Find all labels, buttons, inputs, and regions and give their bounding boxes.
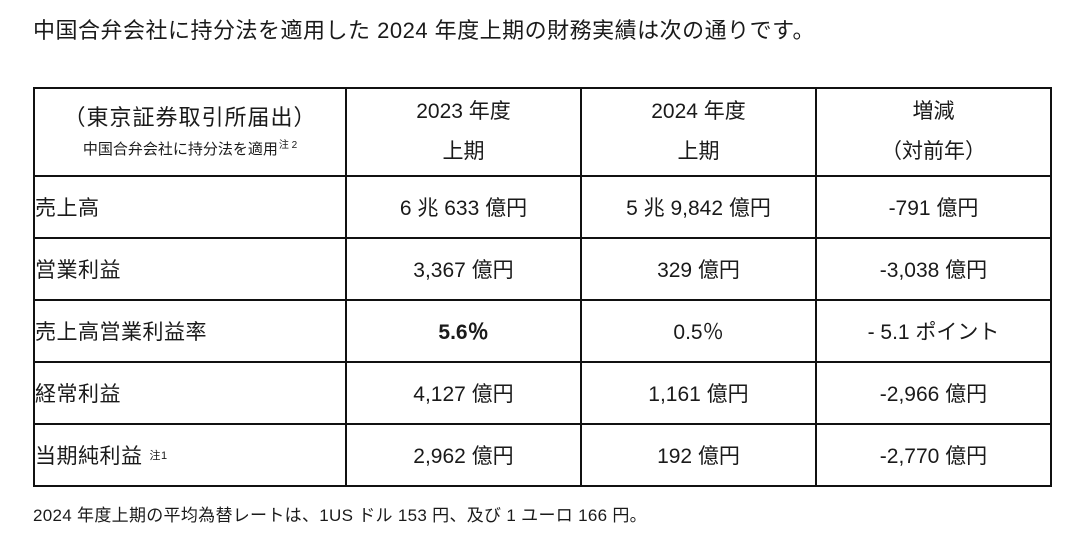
- header-method-text: 中国合弁会社に持分法を適用: [82, 141, 278, 158]
- table-row-ordinary-profit: 経常利益 4,127 億円 1,161 億円 -2,966 億円: [33, 361, 1052, 425]
- fy2024-value: 329 億円: [580, 237, 817, 301]
- header-fy2023-line1: 2023 年度: [416, 100, 511, 123]
- row-label-text: 当期純利益: [35, 445, 143, 468]
- header-change-line1: 増減: [912, 100, 955, 123]
- fy2024-value: 192 億円: [580, 423, 817, 487]
- row-label: 営業利益: [33, 237, 347, 301]
- row-footnote-ref: 注1: [149, 450, 168, 462]
- change-value: -2,966 億円: [815, 361, 1052, 425]
- header-change-cell: 増減 （対前年）: [815, 87, 1052, 177]
- fy2023-value: 3,367 億円: [345, 237, 582, 301]
- row-label-text: 経常利益: [35, 383, 121, 406]
- header-fy2024-line2: 上期: [677, 140, 720, 163]
- header-fy2024-cell: 2024 年度 上期: [580, 87, 817, 177]
- row-label: 売上高営業利益率: [33, 299, 347, 363]
- exchange-rate-footnote: 2024 年度上期の平均為替レートは、1US ドル 153 円、及び 1 ユーロ…: [33, 506, 647, 525]
- header-fy2023-line2: 上期: [442, 140, 485, 163]
- header-fy2024-line1: 2024 年度: [651, 100, 746, 123]
- table-row-operating-margin: 売上高営業利益率 5.6％ 0.5％ - 5.1 ポイント: [33, 299, 1052, 363]
- row-label: 売上高: [33, 175, 347, 239]
- table-row-operating-profit: 営業利益 3,367 億円 329 億円 -3,038 億円: [33, 237, 1052, 301]
- change-value: - 5.1 ポイント: [815, 299, 1052, 363]
- change-value: -791 億円: [815, 175, 1052, 239]
- change-value: -2,770 億円: [815, 423, 1052, 487]
- fy2024-value: 1,161 億円: [580, 361, 817, 425]
- header-entity-cell: （東京証券取引所届出） 中国合弁会社に持分法を適用注 2: [33, 87, 347, 177]
- table-header-row: （東京証券取引所届出） 中国合弁会社に持分法を適用注 2 2023 年度 上期 …: [33, 87, 1052, 177]
- row-label-text: 売上高: [35, 197, 100, 220]
- header-registration-label: （東京証券取引所届出）: [63, 105, 317, 130]
- change-value: -3,038 億円: [815, 237, 1052, 301]
- row-label: 経常利益: [33, 361, 347, 425]
- header-fy2023-cell: 2023 年度 上期: [345, 87, 582, 177]
- fy2024-value: 0.5％: [580, 299, 817, 363]
- table-row-net-sales: 売上高 6 兆 633 億円 5 兆 9,842 億円 -791 億円: [33, 175, 1052, 239]
- financial-results-table: （東京証券取引所届出） 中国合弁会社に持分法を適用注 2 2023 年度 上期 …: [33, 87, 1052, 487]
- row-label-text: 売上高営業利益率: [35, 321, 207, 344]
- fy2023-value: 5.6％: [345, 299, 582, 363]
- fy2023-value: 6 兆 633 億円: [345, 175, 582, 239]
- header-method-label: 中国合弁会社に持分法を適用注 2: [35, 134, 345, 162]
- table-row-net-income: 当期純利益 注1 2,962 億円 192 億円 -2,770 億円: [33, 423, 1052, 487]
- page-title: 中国合弁会社に持分法を適用した 2024 年度上期の財務実績は次の通りです。: [33, 18, 815, 43]
- fy2023-value: 4,127 億円: [345, 361, 582, 425]
- row-label: 当期純利益 注1: [33, 423, 347, 487]
- row-label-text: 営業利益: [35, 259, 121, 282]
- fy2023-value: 2,962 億円: [345, 423, 582, 487]
- header-method-footnote-ref: 注 2: [278, 140, 298, 151]
- fy2024-value: 5 兆 9,842 億円: [580, 175, 817, 239]
- header-change-line2: （対前年）: [881, 140, 986, 163]
